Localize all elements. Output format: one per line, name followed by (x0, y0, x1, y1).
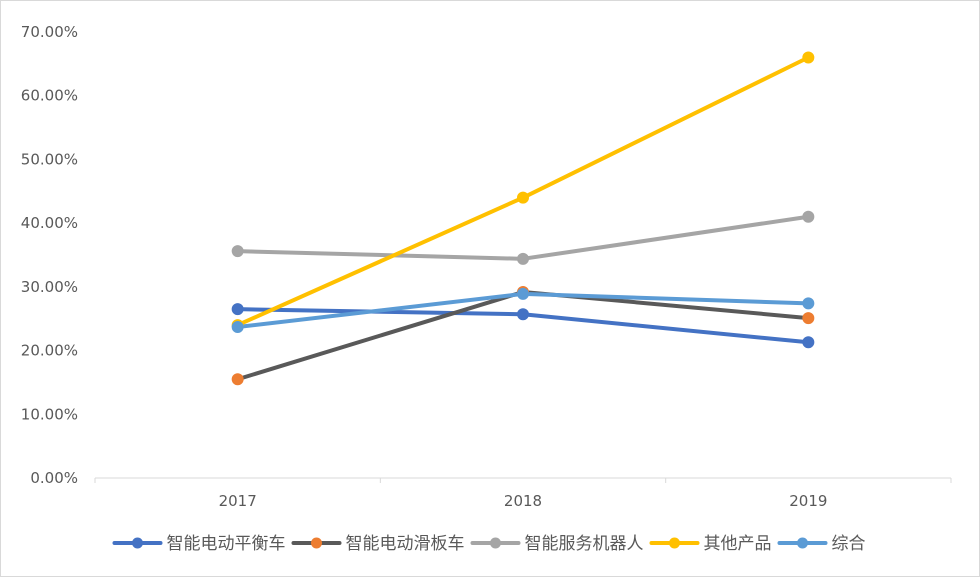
data-point (517, 252, 529, 265)
axes-layer: 2017 2018 2019 0.00% 10.00% 20.00% 30.00% 40.00… (21, 23, 952, 510)
y-tick-label: 60.00% (21, 87, 78, 105)
data-point (802, 210, 815, 223)
legend: 智能电动平衡车 智能电动滑板车 智能服务机器人 其他产品 综合 (112, 534, 866, 554)
data-point (517, 191, 529, 204)
legend-marker (490, 537, 501, 549)
legend-label: 智能电动平衡车 (167, 534, 286, 554)
legend-label: 综合 (832, 534, 866, 554)
y-tick-label: 10.00% (21, 405, 78, 423)
y-tick-label: 40.00% (21, 214, 78, 232)
series-markers-layer (231, 51, 815, 386)
data-point (517, 308, 529, 321)
data-point (802, 336, 815, 349)
legend-marker (132, 537, 143, 549)
data-point (802, 312, 815, 325)
data-point (231, 303, 244, 316)
legend-marker (669, 537, 680, 549)
legend-marker (797, 537, 808, 549)
legend-label: 智能电动滑板车 (346, 534, 465, 554)
series-line (235, 214, 811, 261)
y-tick-label: 20.00% (21, 342, 78, 360)
data-point (517, 287, 529, 300)
legend-marker (311, 537, 322, 549)
y-tick-label: 50.00% (21, 150, 78, 168)
legend-label: 其他产品 (704, 534, 772, 554)
y-tick-label: 70.00% (21, 23, 78, 41)
legend-item: 智能电动平衡车 (112, 534, 286, 554)
x-tick-label: 2018 (504, 492, 542, 510)
data-point (802, 51, 815, 64)
x-tick-label: 2019 (789, 492, 827, 510)
series-lines-layer (235, 55, 811, 382)
data-point (231, 320, 244, 333)
legend-item: 智能电动滑板车 (291, 534, 465, 554)
legend-item: 其他产品 (649, 534, 772, 554)
data-point (802, 297, 815, 310)
data-point (231, 373, 244, 386)
y-tick-label: 30.00% (21, 278, 78, 296)
legend-item: 综合 (777, 534, 866, 554)
legend-item: 智能服务机器人 (470, 534, 644, 554)
y-tick-label: 0.00% (30, 469, 78, 487)
data-point (231, 245, 244, 258)
x-tick-label: 2017 (219, 492, 257, 510)
legend-label: 智能服务机器人 (525, 534, 644, 554)
series-line (235, 55, 811, 328)
